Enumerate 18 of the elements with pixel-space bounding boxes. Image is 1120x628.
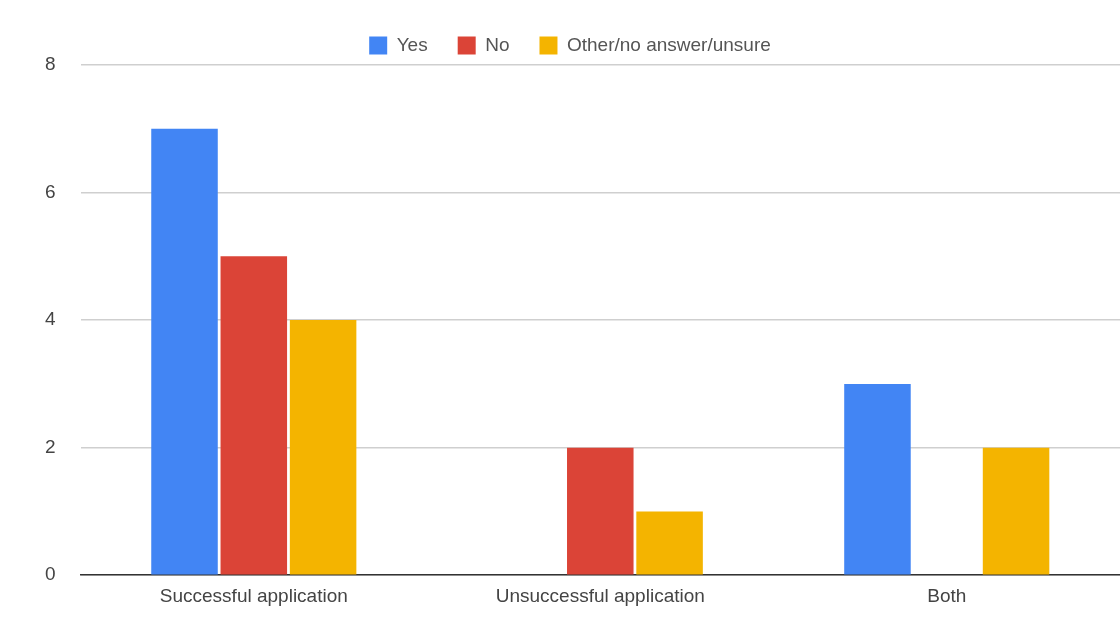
bar [636, 511, 703, 575]
y-tick-label: 2 [44, 435, 56, 457]
legend-label: No [485, 33, 510, 55]
y-tick-label: 6 [44, 180, 56, 202]
legend-label: Other/no answer/unsure [566, 33, 771, 55]
x-tick-label: Both [927, 584, 967, 606]
y-tick-label: 4 [44, 308, 56, 330]
y-tick-label: 8 [44, 53, 56, 75]
y-tick-label: 0 [44, 563, 56, 585]
x-tick-label: Successful application [159, 584, 348, 606]
bar [567, 447, 634, 575]
bar [844, 383, 911, 575]
bar [151, 128, 218, 575]
bar [982, 447, 1050, 575]
bar [289, 320, 357, 575]
bar [220, 256, 288, 575]
legend-label: Yes [396, 33, 428, 55]
x-tick-label: Unsuccessful application [495, 584, 705, 606]
